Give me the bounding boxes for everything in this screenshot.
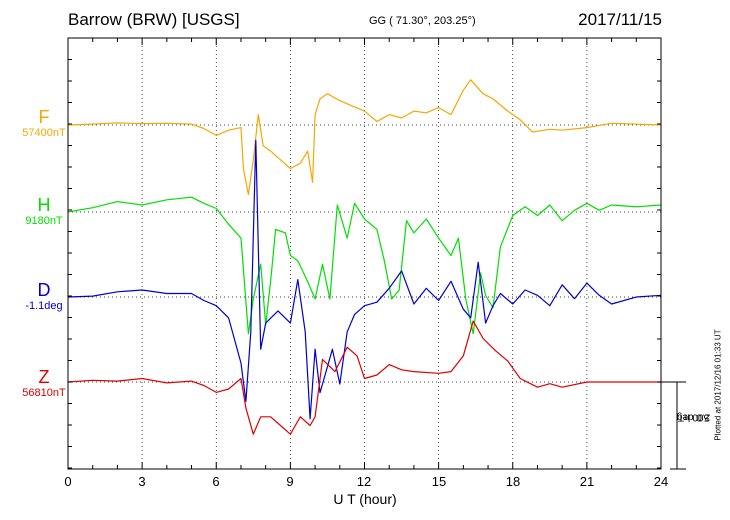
x-tick-label: 6 — [212, 474, 220, 489]
plotted-text: Plotted at 2017/12/16 01:33 UT — [713, 329, 723, 441]
component-baseline: 9180nT — [25, 215, 63, 227]
scale-bar-label: 500 nT 2.0 deg — [676, 382, 709, 452]
x-tick-label: 24 — [653, 474, 669, 489]
trace-d — [67, 139, 662, 420]
component-letter: H — [37, 195, 51, 215]
scale-deg: 2.0 deg — [676, 411, 710, 423]
x-tick-label: 0 — [64, 474, 72, 489]
x-tick-label: 18 — [505, 474, 521, 489]
x-axis-label: U T (hour) — [333, 491, 397, 507]
component-label-h: H 9180nT — [14, 195, 74, 228]
x-tick-label: 15 — [431, 474, 447, 489]
x-tick-label: 3 — [138, 474, 146, 489]
trace-z — [67, 320, 661, 435]
station-title: Barrow (BRW) [USGS] — [68, 10, 240, 29]
scale-bar — [661, 381, 686, 470]
component-label-d: D -1.1deg — [14, 280, 74, 313]
component-baseline: -1.1deg — [25, 300, 63, 312]
component-label-f: F 57400nT — [14, 107, 74, 140]
component-baseline: 57400nT — [22, 127, 66, 139]
plot-date: 2017/11/15 — [578, 10, 662, 29]
x-tick-label: 12 — [356, 474, 372, 489]
component-letter: D — [37, 280, 51, 300]
plot-ticks — [67, 38, 662, 469]
component-letter: F — [38, 107, 50, 127]
plotted-timestamp: Plotted at 2017/12/16 01:33 UT — [712, 295, 724, 475]
plot-grid — [68, 38, 661, 469]
x-tick-label: 9 — [286, 474, 294, 489]
plot-traces — [67, 79, 662, 435]
component-baseline: 56810nT — [22, 387, 66, 399]
x-tick-label: 21 — [579, 474, 595, 489]
component-letter: Z — [38, 367, 50, 387]
trace-h — [67, 196, 662, 335]
trace-f — [67, 79, 662, 196]
component-label-z: Z 56810nT — [14, 367, 74, 400]
station-coordinates: GG ( 71.30°, 203.25°) — [369, 15, 476, 27]
